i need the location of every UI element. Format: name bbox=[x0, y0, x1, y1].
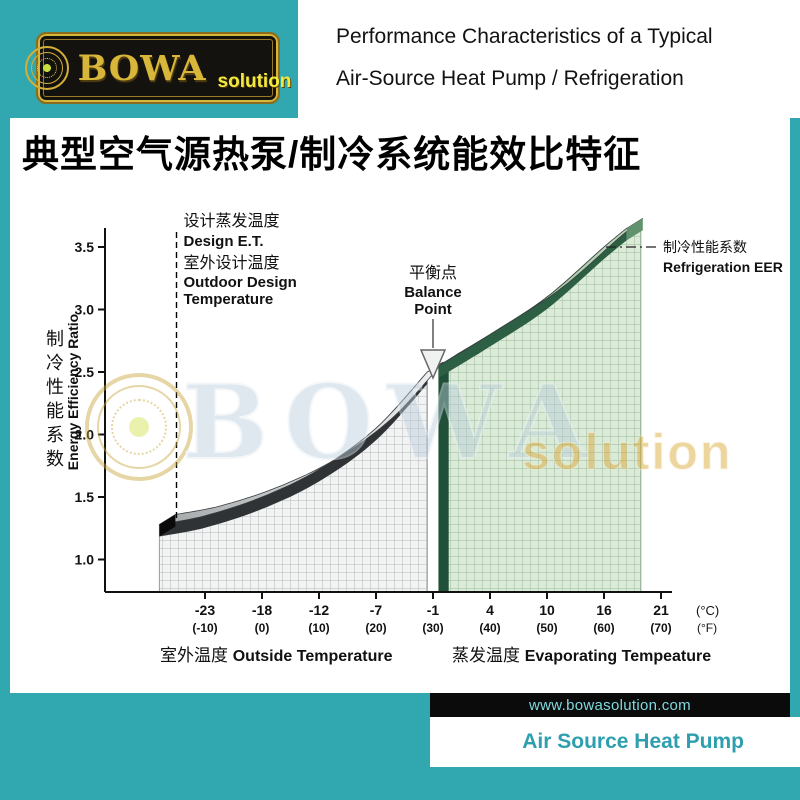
logo-sub-wordmark: solution bbox=[217, 71, 292, 92]
x-tick-label-fahrenheit: (60) bbox=[593, 621, 614, 635]
x-tick-label-celsius: 16 bbox=[596, 602, 612, 618]
bowa-logo-badge: BOWA solution bbox=[24, 32, 291, 104]
x-tick-label-celsius: -7 bbox=[370, 602, 383, 618]
bowa-flower-icon bbox=[24, 46, 69, 90]
x-caption-evaporating-temperature: 蒸发温度 Evaporating Tempeature bbox=[452, 646, 711, 665]
page-title: 典型空气源热泵/制冷系统能效比特征 bbox=[22, 134, 642, 175]
header-title-line2: Air-Source Heat Pump / Refrigeration bbox=[336, 67, 684, 90]
design-label-cn-1: 设计蒸发温度 bbox=[184, 212, 280, 230]
x-tick-label-celsius: 4 bbox=[486, 602, 494, 618]
x-caption-outside-temperature: 室外温度 Outside Temperature bbox=[160, 646, 393, 665]
refrigeration-ribbon-front bbox=[438, 228, 627, 378]
refrigeration-area-left-face bbox=[438, 360, 449, 592]
eer-label-cn: 制冷性能系数 bbox=[663, 239, 747, 255]
heat-pump-ribbon-end-cap bbox=[159, 514, 176, 537]
y-tick-label: 1.5 bbox=[75, 489, 95, 505]
design-label-en-1: Design E.T. bbox=[184, 233, 264, 250]
x-tick-label-celsius: -23 bbox=[195, 602, 215, 618]
design-label-cn-2: 室外设计温度 bbox=[184, 254, 280, 272]
x-tick-label-fahrenheit: (30) bbox=[422, 621, 443, 635]
x-axis-unit-fahrenheit: (°F) bbox=[697, 621, 717, 635]
y-tick-label: 3.0 bbox=[75, 302, 95, 318]
x-tick-label-fahrenheit: (40) bbox=[479, 621, 500, 635]
header-title-line1: Performance Characteristics of a Typical bbox=[336, 25, 713, 48]
x-tick-label-fahrenheit: (0) bbox=[255, 621, 270, 635]
chart-panel: 典型空气源热泵/制冷系统能效比特征 bbox=[10, 118, 790, 693]
x-tick-label-fahrenheit: (20) bbox=[365, 621, 386, 635]
logo-wordmark: BOWA bbox=[77, 47, 207, 89]
heat-pump-ribbon-top bbox=[159, 361, 444, 525]
balance-arrow-icon bbox=[419, 349, 447, 380]
eer-chart: 3.5 3.0 2.5 2.0 1.5 1.0 -23 (-10) -18 (0) -12 (10) -… bbox=[10, 180, 790, 693]
x-tick-label-fahrenheit: (70) bbox=[650, 621, 671, 635]
website-url-bar: www.bowasolution.com bbox=[430, 693, 790, 717]
eer-chart-svg: 3.5 3.0 2.5 2.0 1.5 1.0 -23 (-10) -18 (0) -12 (10) -… bbox=[46, 212, 783, 665]
x-tick-label-celsius: 21 bbox=[653, 602, 669, 618]
y-tick-label: 1.0 bbox=[75, 552, 95, 568]
x-tick-label-celsius: -1 bbox=[427, 602, 440, 618]
y-axis-title-cn: 制冷性能系数 bbox=[46, 329, 64, 469]
balance-label-cn: 平衡点 bbox=[409, 264, 457, 282]
balance-label-en1: Balance bbox=[404, 284, 462, 301]
design-label-en-3: Temperature bbox=[184, 291, 274, 308]
x-tick-label-celsius: 10 bbox=[539, 602, 555, 618]
x-tick-label-fahrenheit: (-10) bbox=[192, 621, 217, 635]
x-tick-label-celsius: -18 bbox=[252, 602, 272, 618]
balance-label-en2: Point bbox=[414, 301, 452, 318]
y-axis-title-en: Energy Efficiency Ratio bbox=[65, 314, 81, 470]
y-tick-label: 3.5 bbox=[75, 239, 95, 255]
y-tick-label: 2.0 bbox=[75, 427, 95, 443]
x-tick-label-fahrenheit: (10) bbox=[308, 621, 329, 635]
refrigeration-area bbox=[438, 222, 642, 593]
design-label-en-2: Outdoor Design bbox=[184, 274, 297, 291]
x-axis-unit-celsius: (°C) bbox=[696, 603, 719, 618]
product-label: Air Source Heat Pump bbox=[522, 730, 744, 753]
y-tick-label: 2.5 bbox=[75, 364, 95, 380]
x-tick-label-fahrenheit: (50) bbox=[536, 621, 557, 635]
footer-strip: Air Source Heat Pump bbox=[430, 717, 800, 767]
eer-label-en: Refrigeration EER bbox=[663, 259, 783, 275]
refrigeration-ribbon-right-cap bbox=[626, 218, 643, 241]
header-title: Performance Characteristics of a Typical… bbox=[298, 0, 800, 118]
website-url: www.bowasolution.com bbox=[529, 696, 691, 714]
x-tick-label-celsius: -12 bbox=[309, 602, 329, 618]
